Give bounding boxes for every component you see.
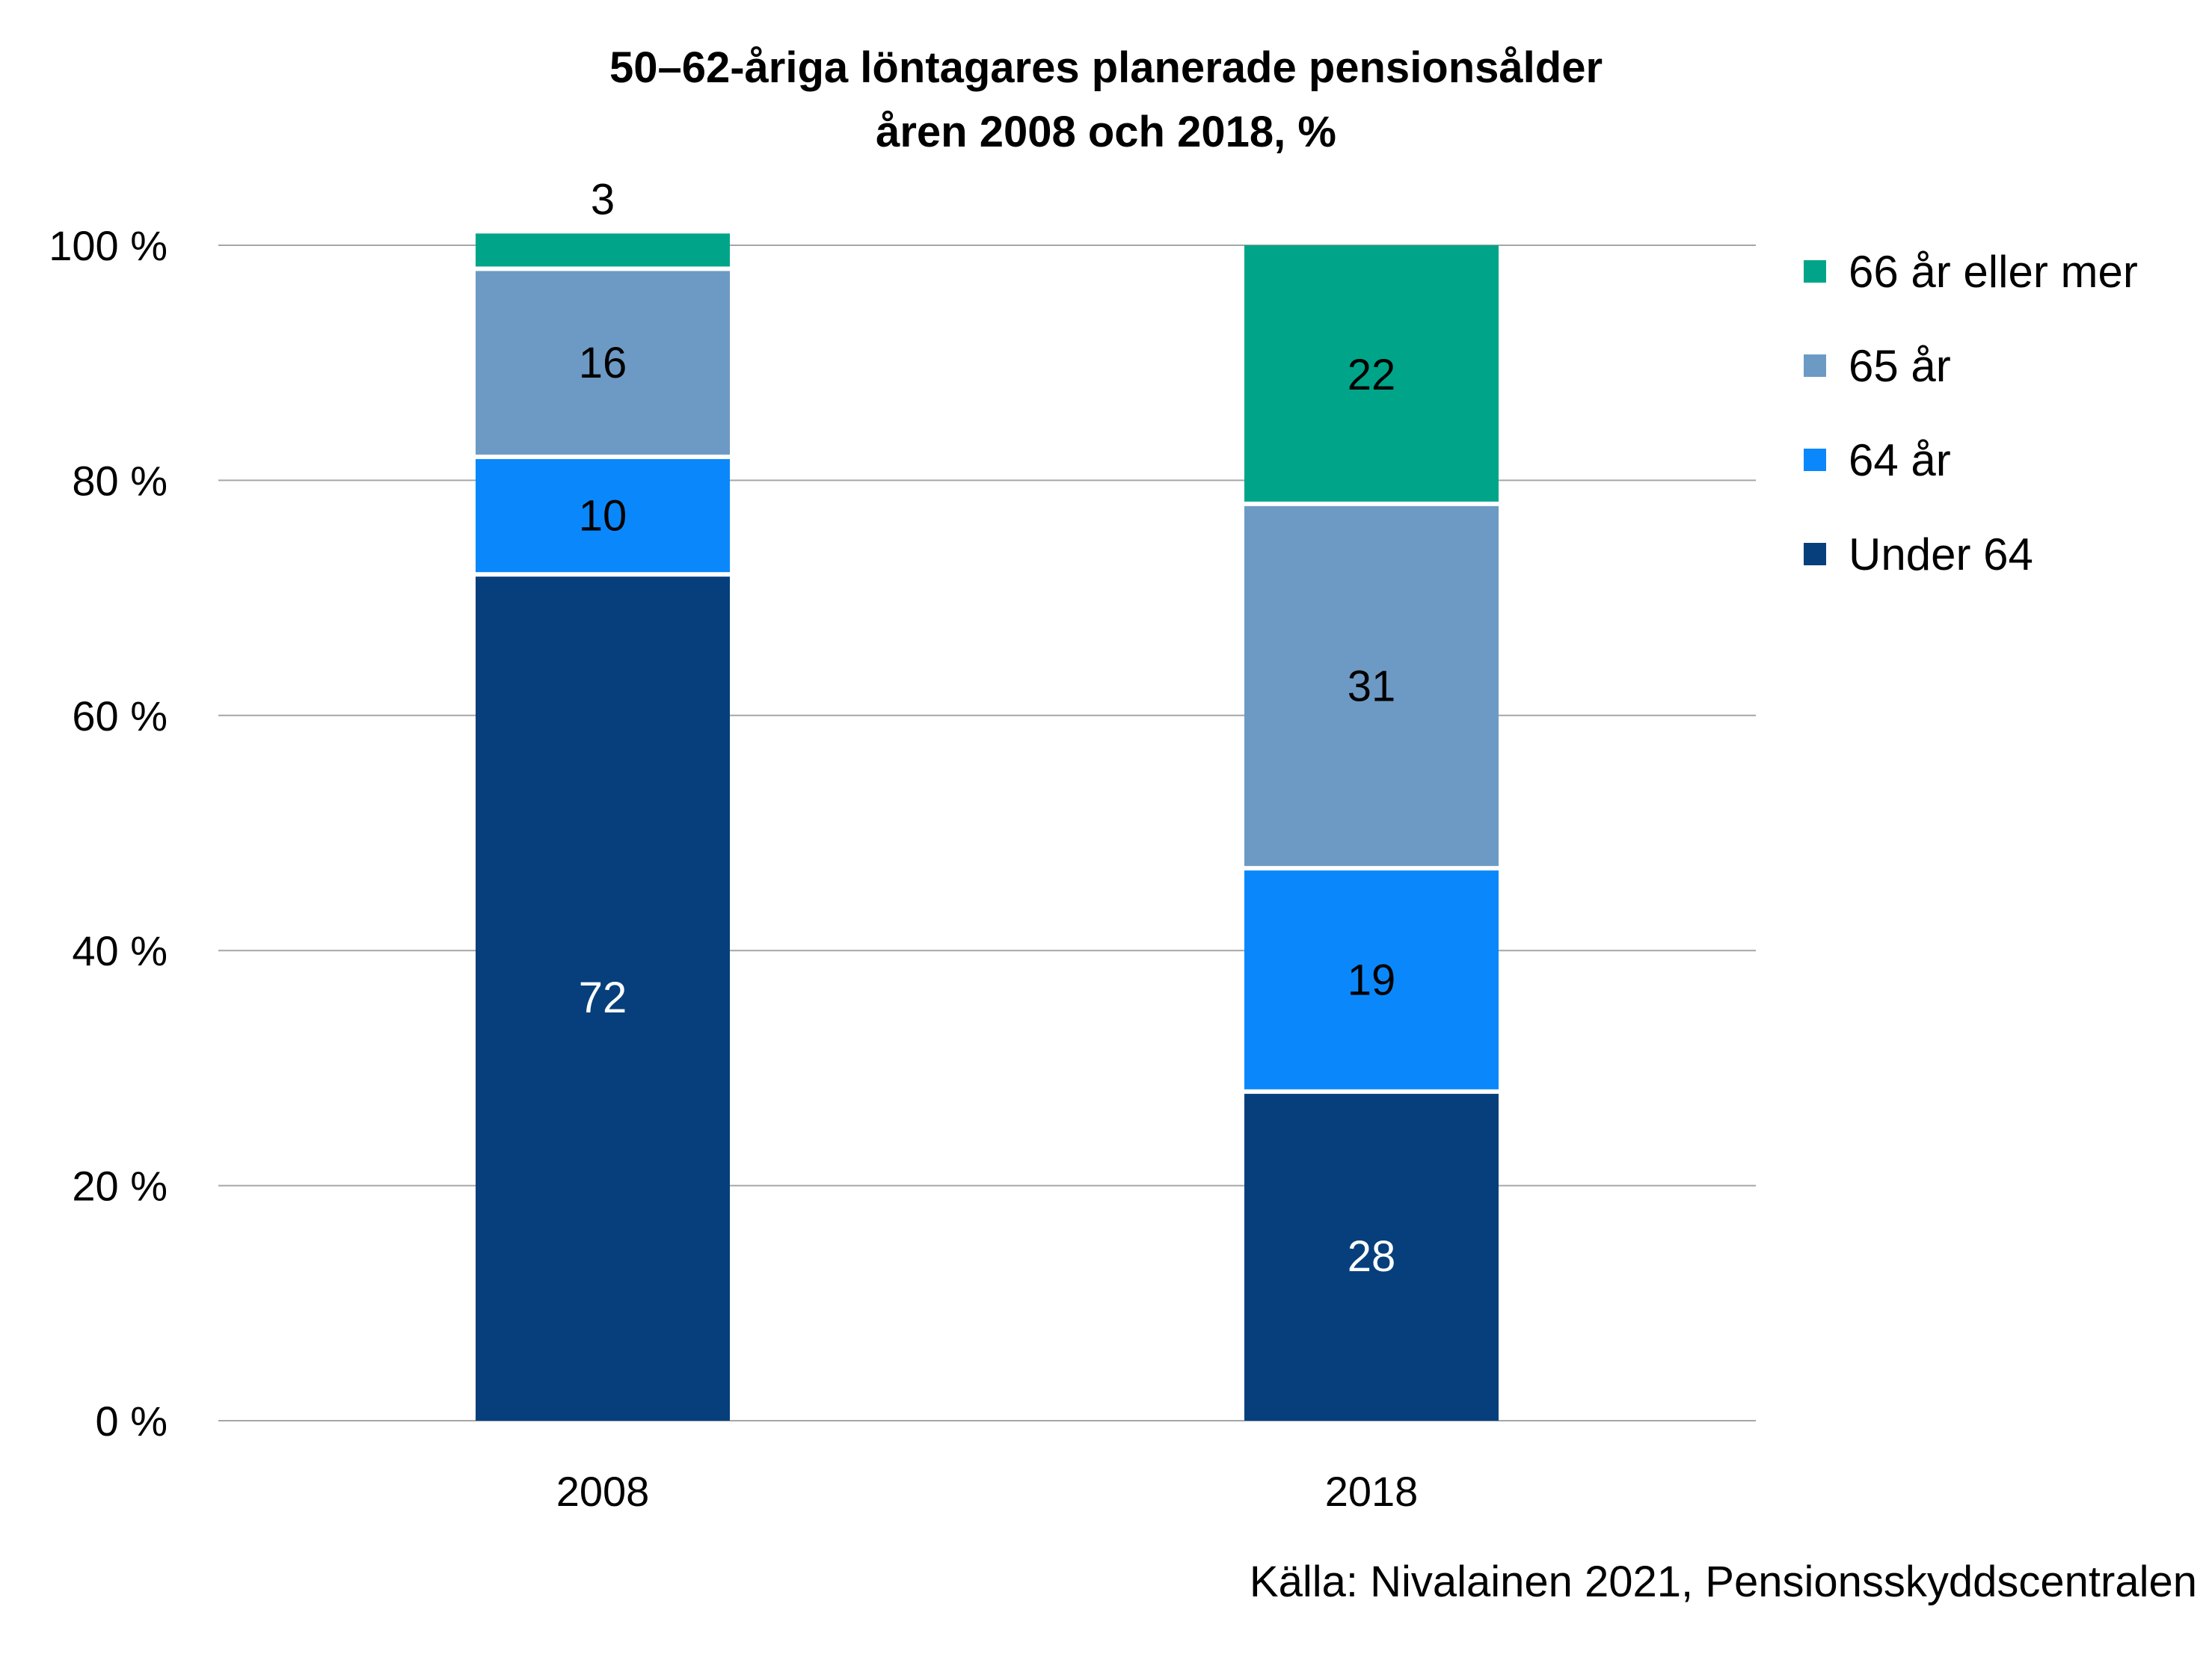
y-tick-label: 80 % xyxy=(72,457,168,504)
data-label: 31 xyxy=(1348,662,1396,711)
legend-swatch-under-64 xyxy=(1804,543,1826,565)
y-tick-label: 20 % xyxy=(72,1163,168,1210)
data-label: 3 xyxy=(591,175,615,224)
bar-segment[interactable] xyxy=(476,458,730,573)
legend-item-66-plus[interactable]: 66 år eller mer xyxy=(1804,224,2138,319)
bar-segment[interactable] xyxy=(476,271,730,455)
bar-segment[interactable] xyxy=(1244,1093,1499,1421)
bar-segment[interactable] xyxy=(476,577,730,1421)
legend-item-64[interactable]: 64 år xyxy=(1804,413,2138,507)
data-label: 22 xyxy=(1348,351,1396,399)
data-label: 10 xyxy=(579,492,627,541)
x-tick-label: 2008 xyxy=(556,1468,650,1515)
gridlines xyxy=(218,245,1756,1421)
source-note: Källa: Nivalainen 2021, Pensionsskyddsce… xyxy=(1249,1558,2197,1606)
chart-title-line-1: 50–62-åriga löntagares planerade pension… xyxy=(609,43,1603,92)
legend-label-64: 64 år xyxy=(1849,434,1951,485)
y-axis-tick-labels: 0 % 20 % 40 % 60 % 80 % 100 % xyxy=(49,222,168,1445)
bar-segment[interactable] xyxy=(1244,870,1499,1089)
bar-segment[interactable] xyxy=(1244,245,1499,502)
legend-item-under-64[interactable]: Under 64 xyxy=(1804,507,2138,601)
legend-label-under-64: Under 64 xyxy=(1849,529,2033,579)
legend-swatch-66-plus xyxy=(1804,260,1826,283)
data-label: 16 xyxy=(579,339,627,387)
legend-label-65: 65 år xyxy=(1849,340,1951,391)
data-label: 19 xyxy=(1348,956,1396,1005)
y-tick-label: 0 % xyxy=(96,1398,168,1445)
x-tick-label: 2018 xyxy=(1325,1468,1419,1515)
bar-segment[interactable] xyxy=(476,233,730,267)
x-axis-tick-labels: 2008 2018 xyxy=(556,1468,1419,1515)
legend: 66 år eller mer 65 år 64 år Under 64 xyxy=(1804,224,2138,601)
legend-label-66-plus: 66 år eller mer xyxy=(1849,246,2138,297)
data-label: 28 xyxy=(1348,1232,1396,1281)
y-tick-label: 40 % xyxy=(72,927,168,974)
bars: 72 10 16 3 28 19 31 22 xyxy=(476,175,1499,1421)
legend-swatch-64 xyxy=(1804,449,1826,471)
data-label: 72 xyxy=(579,974,627,1022)
chart-title: 50–62-åriga löntagares planerade pension… xyxy=(0,36,2212,165)
chart-title-line-2: åren 2008 och 2018, % xyxy=(876,108,1336,156)
y-tick-label: 100 % xyxy=(49,222,168,269)
legend-swatch-65 xyxy=(1804,354,1826,377)
legend-item-65[interactable]: 65 år xyxy=(1804,319,2138,413)
bar-segment[interactable] xyxy=(1244,505,1499,867)
y-tick-label: 60 % xyxy=(72,692,168,740)
